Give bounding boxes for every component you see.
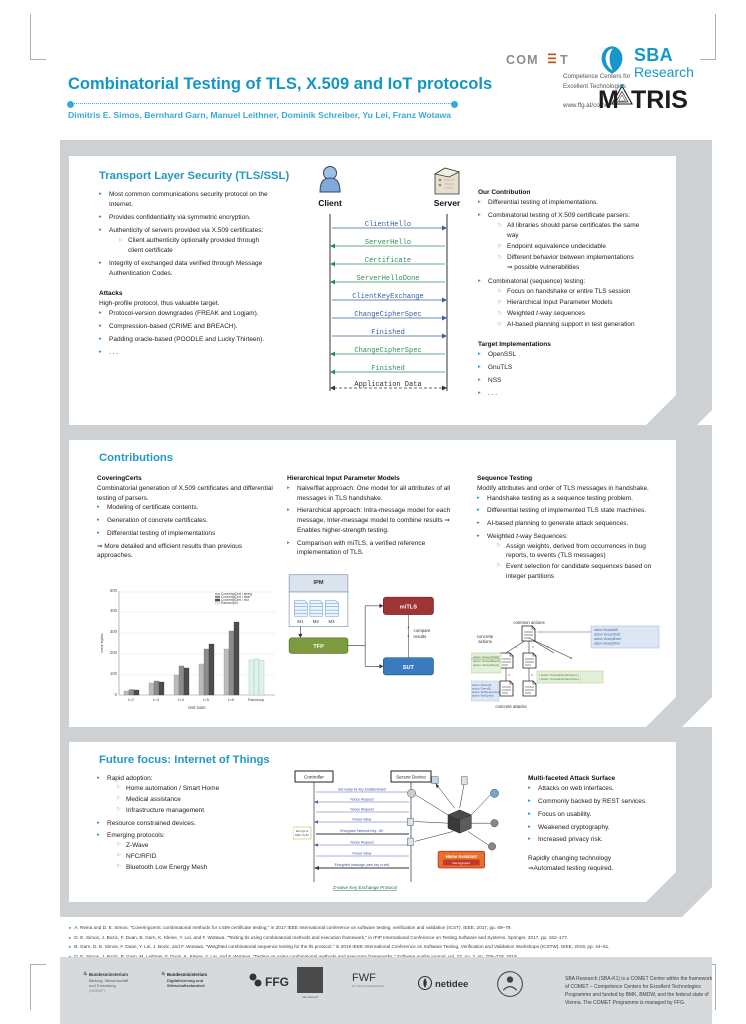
svg-text:Nonce Request: Nonce Request	[350, 808, 373, 812]
svg-text:Nonce Value: Nonce Value	[352, 818, 371, 822]
svg-text:Get ready for key Establishmen: Get ready for key Establishment	[338, 788, 386, 792]
svg-text:Encrypted message (new key in: Encrypted message (new key in set)	[335, 863, 390, 867]
svg-text:MAC by 8n: MAC by 8n	[295, 833, 309, 837]
svg-text:M1: M1	[297, 619, 304, 624]
svg-text:M3: M3	[328, 619, 335, 624]
svg-text:TRIS: TRIS	[631, 86, 688, 114]
svg-text:=: =	[532, 645, 535, 649]
svg-text:400: 400	[110, 608, 118, 613]
svg-text:ChangeCipherSpec: ChangeCipherSpec	[354, 347, 421, 355]
svg-text:T: T	[560, 53, 569, 67]
svg-text:Nonce Request: Nonce Request	[350, 798, 373, 802]
svg-text:Finished: Finished	[371, 329, 405, 337]
svg-text:action 'AcceptOne': action 'AcceptOne'	[594, 642, 621, 646]
svg-text:Die Zukunft: Die Zukunft	[302, 995, 318, 999]
svg-text:ClientKeyExchange: ClientKeyExchange	[352, 293, 423, 301]
svg-text:Randoop4J: Randoop4J	[221, 601, 239, 605]
svg-text:=: =	[531, 673, 534, 677]
svg-text:t=5: t=5	[203, 697, 209, 702]
svg-text:t=2: t=2	[128, 697, 134, 702]
svg-text:error bytes: error bytes	[99, 633, 104, 652]
svg-text:100: 100	[110, 671, 118, 676]
svg-text:Home Assistant: Home Assistant	[446, 854, 478, 859]
svg-text:TFP: TFP	[313, 644, 324, 650]
svg-text:action 'AcceptOne(): action 'AcceptOne()	[473, 663, 499, 667]
svg-text:ServerHello: ServerHello	[365, 239, 411, 247]
svg-text:♨: ♨	[161, 971, 166, 977]
svg-text:Finished: Finished	[371, 365, 405, 373]
svg-text:und Forschung: und Forschung	[89, 983, 116, 988]
svg-text:SUT: SUT	[403, 665, 415, 671]
svg-text:300: 300	[110, 629, 118, 634]
svg-text:miTLS: miTLS	[400, 604, 417, 610]
svg-text:♨: ♨	[83, 971, 88, 977]
svg-text:(BMBWF): (BMBWF)	[89, 989, 105, 993]
svg-text:t=3: t=3	[153, 697, 159, 702]
svg-text:Server: Server	[434, 198, 461, 208]
svg-text:automationXX.rule: automationXX.rule	[451, 775, 469, 776]
svg-text:Bundesministerium: Bundesministerium	[167, 972, 207, 977]
svg-text:Application Data: Application Data	[354, 381, 421, 389]
svg-text:COM: COM	[506, 53, 539, 67]
svg-text:Z-wave Key Exchange Protocol: Z-wave Key Exchange Protocol	[333, 885, 397, 890]
svg-text:concrete attacks: concrete attacks	[495, 704, 526, 709]
svg-text:Bundesminsterium: Bundesminsterium	[89, 972, 128, 977]
svg-text:0: 0	[115, 692, 118, 697]
svg-text:Controller: Controller	[304, 775, 324, 780]
svg-text:Client: Client	[318, 198, 342, 208]
svg-text:=: =	[508, 673, 511, 677]
svg-text:ChangeCipherSpec: ChangeCipherSpec	[354, 311, 421, 319]
svg-text:netidee: netidee	[435, 979, 468, 990]
svg-text:action 'AcceptOdd': action 'AcceptOdd'	[594, 633, 621, 637]
svg-text:action 'AcceptEven': action 'AcceptEven'	[594, 637, 622, 641]
svg-text:Randoop: Randoop	[248, 697, 265, 702]
svg-text:t=4: t=4	[178, 697, 184, 702]
svg-text:Encrypted 'Network Key - 8n': Encrypted 'Network Key - 8n'	[340, 829, 384, 833]
svg-text:200: 200	[110, 650, 118, 655]
svg-text:ServerHelloDone: ServerHelloDone	[356, 275, 419, 283]
svg-text:t=6: t=6	[228, 697, 234, 702]
svg-text:Der Wissenschaftsfonds: Der Wissenschaftsfonds	[352, 984, 385, 988]
svg-text:FFG: FFG	[265, 975, 289, 989]
svg-text:Data Aggregator: Data Aggregator	[452, 862, 470, 865]
svg-text:{ action 'AcceptNumber(three): { action 'AcceptNumber(three) }	[539, 677, 581, 681]
svg-text:actions: actions	[478, 639, 492, 644]
svg-text:common actions: common actions	[513, 620, 544, 625]
svg-text:test suite: test suite	[188, 705, 206, 710]
svg-text:Nonce Request: Nonce Request	[350, 841, 373, 845]
svg-text:M: M	[598, 86, 619, 114]
svg-text:M2: M2	[313, 619, 320, 624]
svg-text:Wirtschaftsstandort: Wirtschaftsstandort	[167, 983, 205, 988]
svg-text:action 'NotOpen(): action 'NotOpen()	[472, 694, 494, 698]
svg-text:FWF: FWF	[352, 972, 376, 984]
svg-text:Nonce Value: Nonce Value	[352, 852, 371, 856]
svg-text:results: results	[414, 634, 427, 639]
svg-text:action 'AcceptAll': action 'AcceptAll'	[594, 628, 618, 632]
svg-text:Certificate: Certificate	[365, 257, 411, 265]
svg-text:500: 500	[110, 588, 118, 593]
svg-text:ClientHello: ClientHello	[365, 221, 411, 229]
svg-text:IPM: IPM	[314, 580, 324, 586]
svg-text:compare: compare	[414, 628, 431, 633]
